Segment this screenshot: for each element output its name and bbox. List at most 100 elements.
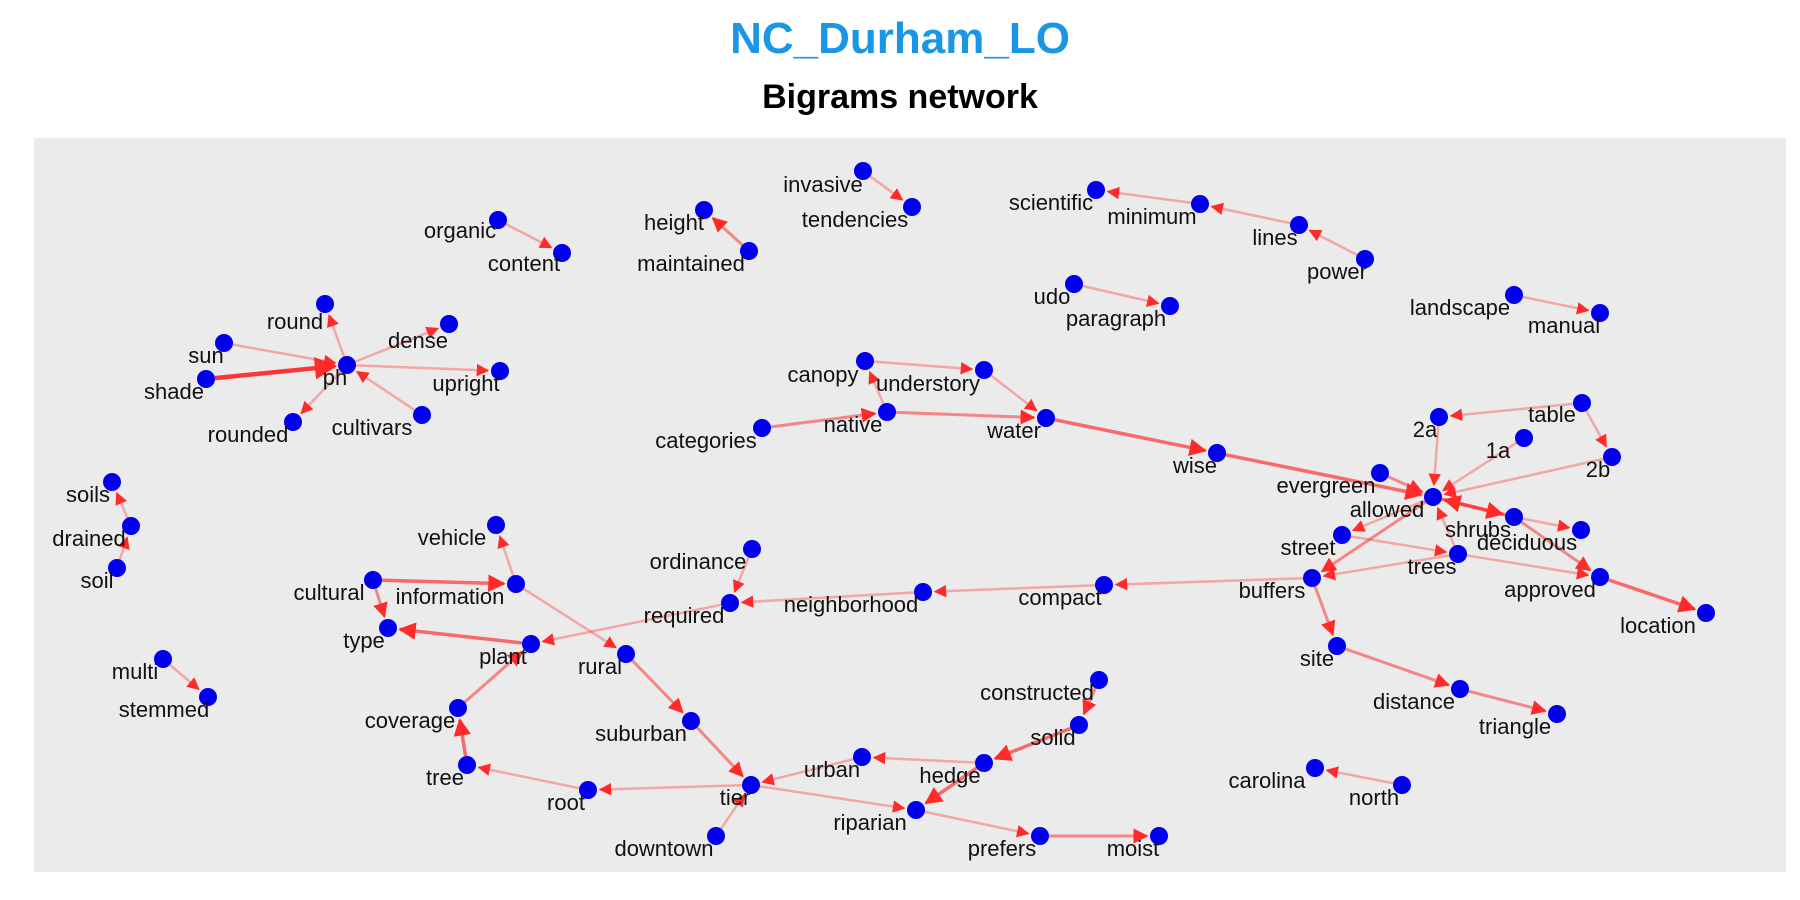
node-urban xyxy=(853,748,871,766)
node-layer xyxy=(103,162,1715,845)
edge-table-2b xyxy=(1585,410,1608,448)
node-distance xyxy=(1451,680,1469,698)
edge-cultural-type xyxy=(373,588,388,618)
node-label-cultural: cultural xyxy=(294,580,365,605)
node-label-plant: plant xyxy=(479,644,527,669)
edge-2a-allowed xyxy=(1428,425,1441,487)
node-label-lines: lines xyxy=(1252,225,1297,250)
node-site xyxy=(1328,637,1346,655)
edge-cultural-information xyxy=(381,574,506,592)
node-manual xyxy=(1591,304,1609,322)
node-cultural xyxy=(364,571,382,589)
node-table xyxy=(1573,394,1591,412)
edge-understory-water xyxy=(990,374,1038,412)
node-understory xyxy=(975,361,993,379)
node-label-moist: moist xyxy=(1107,836,1160,861)
node-sun xyxy=(215,334,233,352)
node-deciduous xyxy=(1572,521,1590,539)
node-rural xyxy=(617,645,635,663)
node-label-tendencies: tendencies xyxy=(802,207,908,232)
edge-required-plant xyxy=(541,603,722,646)
edge-evergreen-allowed xyxy=(1387,475,1424,494)
node-label-constructed: constructed xyxy=(980,680,1094,705)
node-label-2a: 2a xyxy=(1413,417,1438,442)
node-label-site: site xyxy=(1300,646,1334,671)
node-label-trees: trees xyxy=(1408,554,1457,579)
node-triangle xyxy=(1548,705,1566,723)
edge-solid-hedge xyxy=(993,726,1072,761)
edge-2b-allowed xyxy=(1443,457,1604,499)
node-height xyxy=(695,201,713,219)
node-2b xyxy=(1603,448,1621,466)
node-label-type: type xyxy=(343,628,385,653)
node-udo xyxy=(1065,275,1083,293)
edge-distance-triangle xyxy=(1468,689,1547,715)
edge-ph-round xyxy=(327,314,346,357)
edge-approved-location xyxy=(1607,578,1697,613)
node-label-buffers: buffers xyxy=(1239,578,1306,603)
node-soils xyxy=(103,473,121,491)
edge-compact-neighborhood xyxy=(933,584,1096,598)
node-label-urban: urban xyxy=(804,757,860,782)
node-compact xyxy=(1095,576,1113,594)
node-label-suburban: suburban xyxy=(595,721,687,746)
node-paragraph xyxy=(1161,297,1179,315)
node-hedge xyxy=(975,754,993,772)
node-label-information: information xyxy=(396,584,505,609)
edge-native-water xyxy=(895,409,1036,425)
node-plant xyxy=(522,635,540,653)
label-layer: organic content height maintained invasive te… xyxy=(52,172,1696,861)
node-label-manual: manual xyxy=(1528,313,1600,338)
node-label-north: north xyxy=(1349,785,1399,810)
node-label-native: native xyxy=(824,412,883,437)
edge-neighborhood-required xyxy=(740,591,915,608)
node-label-tier: tier xyxy=(720,785,751,810)
node-label-udo: udo xyxy=(1034,284,1071,309)
node-tendencies xyxy=(903,198,921,216)
node-north xyxy=(1393,776,1411,794)
node-label-drained: drained xyxy=(52,526,125,551)
edge-suburban-tier xyxy=(696,726,744,778)
node-shade xyxy=(197,370,215,388)
node-label-table: table xyxy=(1528,402,1576,427)
edge-maintained-height xyxy=(711,216,744,247)
node-water xyxy=(1037,409,1055,427)
node-cultivars xyxy=(413,406,431,424)
node-label-wise: wise xyxy=(1172,453,1217,478)
node-neighborhood xyxy=(914,583,932,601)
node-organic xyxy=(489,211,507,229)
node-label-soil: soil xyxy=(80,568,113,593)
node-round xyxy=(316,295,334,313)
node-label-shrubs: shrubs xyxy=(1445,517,1511,542)
node-shrubs xyxy=(1505,508,1523,526)
node-minimum xyxy=(1191,195,1209,213)
edge-root-tree xyxy=(477,763,580,790)
node-vehicle xyxy=(487,516,505,534)
node-evergreen xyxy=(1371,464,1389,482)
node-label-power: power xyxy=(1307,259,1367,284)
node-tree xyxy=(458,756,476,774)
edge-wise-allowed xyxy=(1225,453,1423,501)
node-label-rural: rural xyxy=(578,654,622,679)
node-canopy xyxy=(856,352,874,370)
edge-ph-upright xyxy=(355,363,490,377)
node-ph xyxy=(338,356,356,374)
node-label-root: root xyxy=(547,790,585,815)
node-label-allowed: allowed xyxy=(1350,497,1425,522)
edge-tree-coverage xyxy=(453,718,471,757)
edge-rural-suburban xyxy=(631,659,684,714)
edge-cultivars-ph xyxy=(355,370,416,412)
node-label-water: water xyxy=(986,418,1041,443)
node-required xyxy=(721,594,739,612)
edge-coverage-plant xyxy=(463,650,524,704)
node-label-landscape: landscape xyxy=(1410,295,1510,320)
edge-hedge-riparian xyxy=(924,766,978,805)
edge-site-distance xyxy=(1345,647,1451,688)
chart-title: NC_Durham_LO xyxy=(730,14,1070,63)
node-label-invasive: invasive xyxy=(783,172,862,197)
node-label-street: street xyxy=(1280,535,1335,560)
node-moist xyxy=(1150,827,1168,845)
node-label-cultivars: cultivars xyxy=(332,415,413,440)
node-label-multi: multi xyxy=(112,659,158,684)
